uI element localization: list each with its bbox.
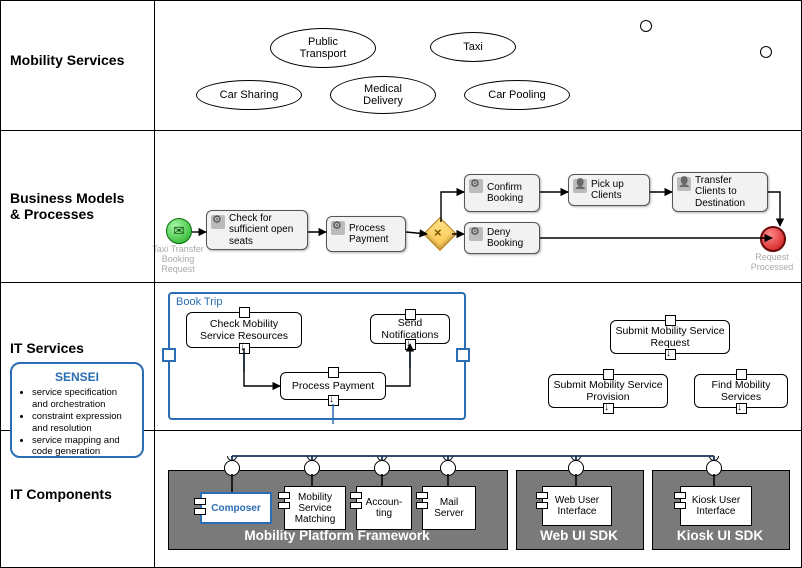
svc-port bbox=[328, 395, 339, 406]
comp-notch bbox=[536, 502, 548, 509]
booktrip-port-right bbox=[456, 348, 470, 362]
booktrip-title: Book Trip bbox=[176, 296, 222, 308]
svc-port bbox=[405, 309, 416, 320]
svc-port bbox=[239, 343, 250, 354]
comp-notch bbox=[416, 492, 428, 499]
svc-port bbox=[603, 403, 614, 414]
booktrip-port-left bbox=[162, 348, 176, 362]
svc-port bbox=[665, 315, 676, 326]
task-pickup: Pick up Clients bbox=[568, 174, 650, 206]
component-composer: Composer bbox=[200, 492, 272, 524]
task-checkseats: Check for sufficient open seats bbox=[206, 210, 308, 250]
component-match: Mobility Service Matching bbox=[284, 486, 346, 530]
start-event-label: Taxi Transfer Booking Request bbox=[148, 244, 208, 274]
mobility-service-carpool: Car Pooling bbox=[464, 80, 570, 110]
start-event bbox=[166, 218, 192, 244]
task-label: Pick up Clients bbox=[591, 179, 643, 202]
mobility-service-taxi: Taxi bbox=[430, 32, 516, 62]
task-label: Transfer Clients to Destination bbox=[695, 175, 761, 210]
svc-port bbox=[603, 369, 614, 380]
comp-notch bbox=[674, 492, 686, 499]
component-mail: Mail Server bbox=[422, 486, 476, 530]
svc-port bbox=[328, 367, 339, 378]
svc-port bbox=[736, 369, 747, 380]
component-kioskui: Kiosk User Interface bbox=[680, 486, 752, 526]
mobility-service-pubtrans: PublicTransport bbox=[270, 28, 376, 68]
layer-label: Business Models& Processes bbox=[10, 190, 140, 222]
component-port bbox=[224, 460, 240, 476]
task-deny: Deny Booking bbox=[464, 222, 540, 254]
aux-node bbox=[760, 46, 772, 58]
aux-node bbox=[640, 20, 652, 32]
comp-notch bbox=[536, 492, 548, 499]
component-acct: Accoun-ting bbox=[356, 486, 412, 530]
comp-notch bbox=[674, 502, 686, 509]
layer-label: Mobility Services bbox=[10, 52, 140, 68]
task-procpay: Process Payment bbox=[326, 216, 406, 252]
label-separator bbox=[154, 0, 155, 567]
task-label: Confirm Booking bbox=[487, 182, 533, 205]
comp-notch bbox=[194, 498, 206, 505]
svc-port bbox=[405, 339, 416, 350]
comp-notch bbox=[194, 508, 206, 515]
end-event bbox=[760, 226, 786, 252]
row-divider bbox=[0, 0, 802, 1]
mobility-service-meddeliv: MedicalDelivery bbox=[330, 76, 436, 114]
comp-notch bbox=[350, 492, 362, 499]
comp-notch bbox=[278, 502, 290, 509]
mobility-service-carshare: Car Sharing bbox=[196, 80, 302, 110]
task-label: Check for sufficient open seats bbox=[229, 213, 301, 248]
comp-notch bbox=[416, 502, 428, 509]
component-port bbox=[706, 460, 722, 476]
svc-port bbox=[239, 307, 250, 318]
svc-port bbox=[665, 349, 676, 360]
platform-label: Mobility Platform Framework bbox=[168, 528, 506, 543]
sensei-bullets: service specification and orchestrationc… bbox=[20, 387, 134, 458]
layer-label: IT Components bbox=[10, 486, 140, 502]
component-port bbox=[304, 460, 320, 476]
platform-label: Web UI SDK bbox=[516, 528, 642, 543]
task-transfer: Transfer Clients to Destination bbox=[672, 172, 768, 212]
row-divider bbox=[0, 282, 802, 283]
task-label: Deny Booking bbox=[487, 227, 533, 250]
layer-label: IT Services bbox=[10, 340, 140, 356]
task-label: Process Payment bbox=[349, 223, 399, 246]
end-event-label: Request Processed bbox=[742, 252, 802, 272]
component-port bbox=[440, 460, 456, 476]
comp-notch bbox=[278, 492, 290, 499]
sensei-title: SENSEI bbox=[20, 370, 134, 385]
component-port bbox=[568, 460, 584, 476]
component-webui: Web User Interface bbox=[542, 486, 612, 526]
row-divider bbox=[0, 130, 802, 131]
svc-port bbox=[736, 403, 747, 414]
sensei-box: SENSEI service specification and orchest… bbox=[10, 362, 144, 458]
component-port bbox=[374, 460, 390, 476]
platform-label: Kiosk UI SDK bbox=[652, 528, 788, 543]
comp-notch bbox=[350, 502, 362, 509]
task-confirm: Confirm Booking bbox=[464, 174, 540, 212]
